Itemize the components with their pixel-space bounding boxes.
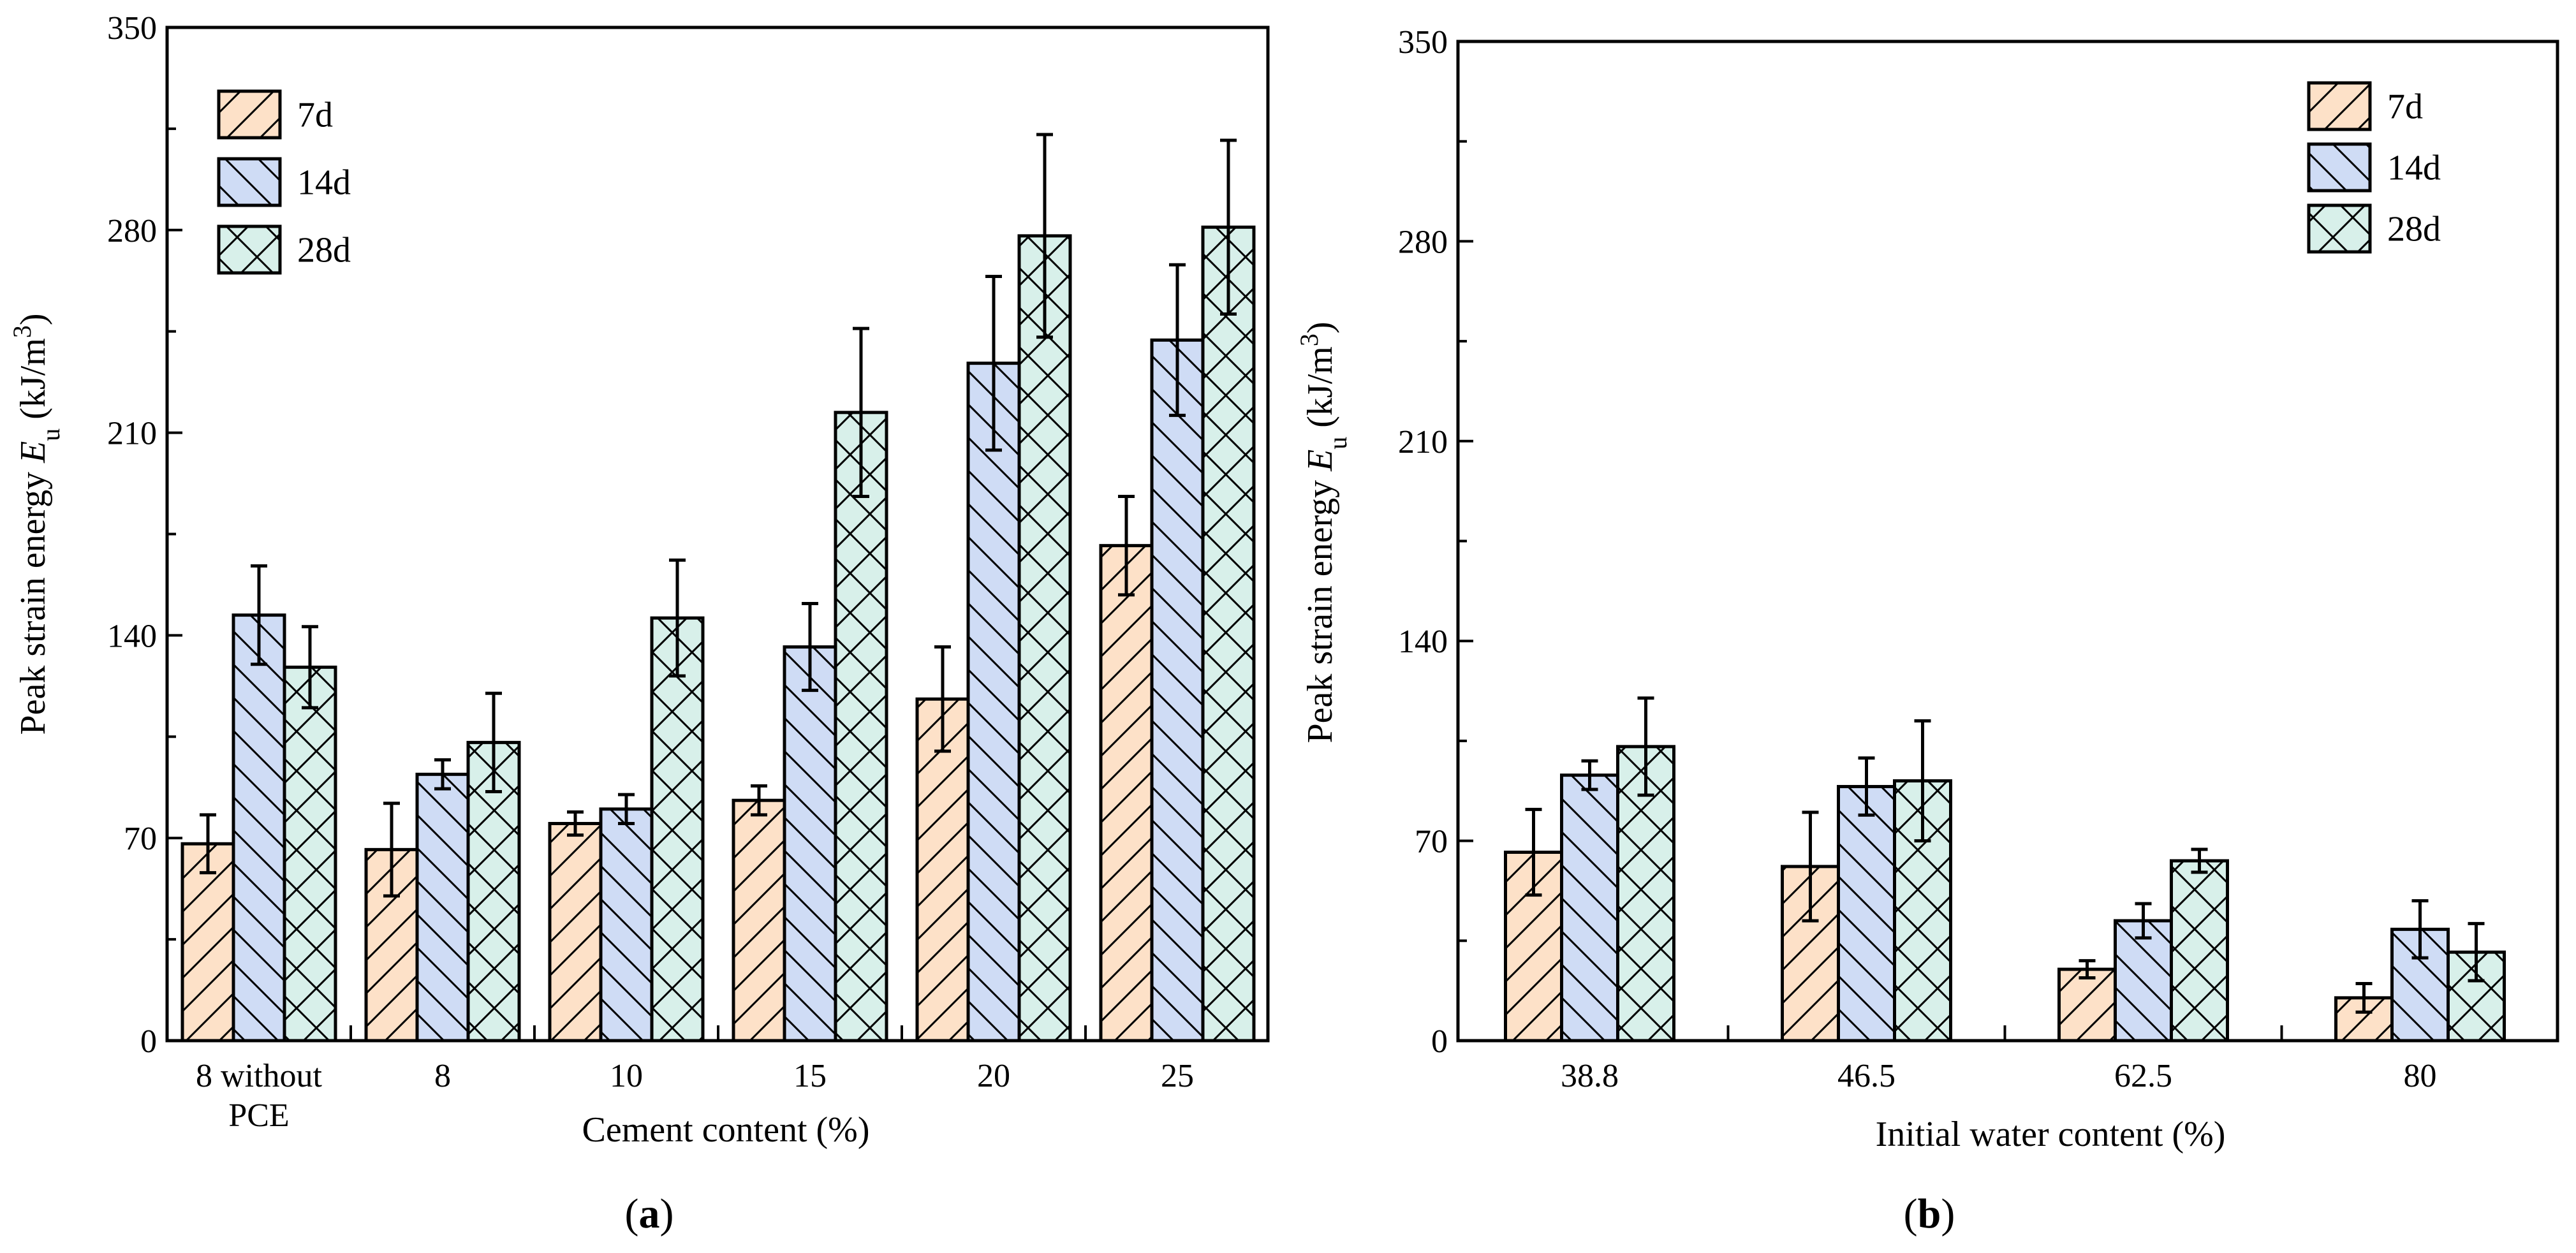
panel-b-legend-label: 14d [2387, 149, 2441, 188]
panel-a-bar [834, 411, 888, 1043]
panel-b-bar [2114, 919, 2173, 1043]
panel-b-x-category-label: 38.8 [1561, 1058, 1619, 1094]
panel-a-y-tick-label: 210 [107, 416, 157, 452]
panel-b-legend-swatch [2307, 142, 2372, 193]
panel-a-x-category-label: 8 [434, 1058, 451, 1094]
panel-a-y-axis-title: Peak strain energy Eu (kJ/m3) [8, 313, 65, 735]
panel-b-y-tick-label: 350 [1398, 24, 1448, 61]
panel-a-x-category-label: PCE [228, 1097, 289, 1134]
chart-panel-a: (a) Peak strain energy Eu (kJ/m3) Cement… [8, 10, 1270, 1237]
panel-b-x-axis-title: Initial water content (%) [1876, 1115, 2226, 1154]
chart-panel-b: (b) Peak strain energy Eu (kJ/m3) Initia… [1295, 24, 2559, 1237]
panel-b-y-tick-label: 210 [1398, 424, 1448, 460]
panel-b-legend-swatch [2307, 203, 2372, 254]
panel-b-y-axis-title: Peak strain energy Eu (kJ/m3) [1295, 321, 1352, 743]
panel-a-bar [232, 613, 286, 1043]
panel-a-y-tick-label: 70 [124, 821, 157, 857]
panel-b-x-category-label: 62.5 [2114, 1058, 2172, 1094]
panel-b-y-tick-label: 280 [1398, 224, 1448, 260]
panel-a-legend-swatch [217, 224, 282, 275]
panel-a-bar [283, 665, 337, 1043]
panel-a-label: (a) [625, 1191, 674, 1237]
panel-a-bar [599, 807, 654, 1043]
panel-a-bar [966, 362, 1021, 1043]
panel-b-bar [1837, 785, 1896, 1043]
panel-b-bar [1560, 773, 1619, 1043]
panel-a-x-category-label: 25 [1161, 1058, 1194, 1094]
panel-a-bar [1150, 338, 1205, 1043]
panel-a-bar [415, 772, 470, 1043]
panel-b-y-tick-label: 0 [1431, 1023, 1448, 1060]
panel-a-y-tick-label: 0 [140, 1023, 157, 1060]
panel-a-x-axis-title: Cement content (%) [582, 1110, 870, 1150]
panel-a-bar [1201, 225, 1256, 1043]
panel-a-legend-swatch [217, 89, 282, 140]
panel-a-x-category-label: 8 without [196, 1058, 322, 1094]
panel-a-y-tick-label: 280 [107, 213, 157, 249]
panel-b-legend-label: 28d [2387, 210, 2441, 249]
panel-b-x-category-label: 46.5 [1837, 1058, 1895, 1094]
panel-a-bar [1099, 544, 1154, 1043]
panel-a-bar [548, 822, 603, 1043]
panel-a-bar [915, 697, 970, 1043]
panel-a-x-category-label: 10 [610, 1058, 643, 1094]
panel-a-bar [364, 847, 419, 1043]
panel-a-x-category-label: 15 [793, 1058, 827, 1094]
panel-b-label: (b) [1904, 1191, 1955, 1237]
panel-a-legend-label: 7d [297, 96, 333, 135]
panel-a-bar [1017, 234, 1072, 1043]
panel-a-bar [783, 645, 837, 1043]
panel-a-y-tick-label: 140 [107, 618, 157, 654]
panel-a-bar [650, 616, 705, 1043]
panel-a-bar [732, 798, 786, 1043]
panel-b-y-tick-label: 140 [1398, 624, 1448, 660]
panel-b-x-category-label: 80 [2404, 1058, 2437, 1094]
panel-b-y-tick-label: 70 [1415, 824, 1448, 860]
panel-b-legend-label: 7d [2387, 87, 2423, 127]
panel-a-legend-label: 14d [297, 163, 351, 203]
panel-b-bar [2170, 859, 2229, 1043]
panel-b-legend-swatch [2307, 81, 2372, 131]
panel-a-legend-label: 28d [297, 231, 351, 270]
panel-a-x-category-label: 20 [977, 1058, 1010, 1094]
panel-b-bar [2057, 967, 2117, 1043]
panel-a-legend-swatch [217, 157, 282, 207]
panel-a-y-tick-label: 350 [107, 10, 157, 47]
